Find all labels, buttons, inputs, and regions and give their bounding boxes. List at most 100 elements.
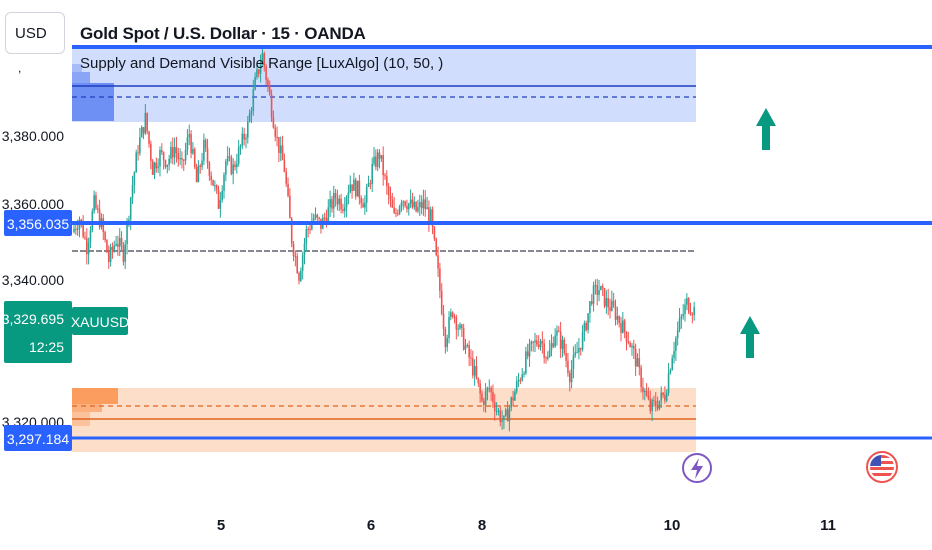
candle-body	[450, 312, 452, 318]
candle-body	[627, 341, 630, 343]
candle-body	[493, 402, 496, 411]
supply-zone	[72, 48, 696, 122]
x-tick-label: 6	[367, 517, 375, 534]
price-label-3297	[4, 425, 72, 451]
candle-body	[667, 373, 670, 393]
candle-body	[278, 137, 280, 154]
supply-volume-profile	[72, 64, 114, 121]
candle-body	[686, 298, 688, 305]
candle-body	[307, 229, 309, 231]
candle-body	[340, 198, 342, 210]
candle-body	[331, 199, 333, 209]
candle-body	[521, 374, 524, 381]
candle-body	[265, 66, 267, 80]
candle-body	[164, 160, 167, 167]
currency-button[interactable]: USD	[5, 12, 65, 54]
candle-body	[576, 352, 578, 354]
candle-body	[225, 161, 227, 175]
candle-body	[607, 298, 609, 308]
candle-body	[479, 383, 481, 394]
candle-body	[382, 155, 384, 176]
candle-body	[640, 367, 642, 388]
candle-body	[658, 400, 661, 409]
candle-body	[579, 347, 582, 350]
candle-body	[226, 156, 229, 162]
candle-body	[684, 304, 686, 315]
candle-body	[343, 207, 346, 212]
candle-body	[82, 222, 84, 237]
candle-body	[481, 393, 483, 401]
candle-body	[199, 165, 202, 167]
candle-body	[87, 242, 90, 255]
candle-body	[660, 392, 663, 401]
candle-body	[508, 407, 511, 422]
candle-body	[173, 147, 176, 158]
candle-body	[462, 328, 465, 350]
candle-body	[406, 205, 408, 210]
candle-body	[488, 387, 491, 389]
candle-body	[625, 331, 628, 342]
candle-body	[534, 340, 536, 343]
candle-body	[556, 330, 558, 336]
candle-body	[268, 85, 271, 95]
candle-body	[175, 147, 178, 154]
candle-body	[389, 195, 392, 200]
us-flag-event-icon[interactable]	[866, 451, 898, 483]
candle-body	[171, 147, 174, 158]
demand-zone	[72, 388, 696, 452]
candle-body	[391, 199, 394, 208]
x-tick-label: 10	[664, 517, 681, 534]
candle-body	[283, 160, 286, 172]
candle-body	[446, 337, 448, 348]
candle-body	[104, 232, 106, 241]
candle-body	[541, 340, 544, 344]
candle-body	[687, 298, 690, 313]
candle-body	[651, 400, 653, 412]
candle-body	[519, 380, 522, 382]
candle-body	[611, 300, 613, 311]
candle-body	[545, 357, 547, 359]
candle-body	[197, 165, 200, 183]
candle-body	[459, 324, 461, 329]
candle-body	[144, 112, 147, 134]
candle-body	[122, 245, 125, 262]
candle-body	[398, 206, 401, 214]
candle-body	[109, 247, 112, 262]
lightning-event-icon[interactable]	[682, 453, 712, 483]
candle-body	[623, 320, 626, 332]
candle-body	[296, 256, 298, 274]
candle-body	[680, 316, 683, 319]
candle-body	[420, 202, 423, 209]
indicator-label[interactable]: Supply and Demand Visible Range [LuxAlgo…	[80, 55, 444, 72]
x-tick-label: 8	[478, 517, 486, 534]
candle-body	[217, 189, 220, 209]
candle-body	[594, 285, 597, 287]
candle-body	[424, 199, 427, 210]
candle-body	[444, 328, 447, 348]
candle-body	[301, 254, 304, 271]
candle-body	[495, 410, 498, 412]
candle-body	[98, 209, 101, 228]
candle-body	[431, 209, 434, 228]
symbol-tag	[72, 307, 128, 335]
candle-body	[475, 366, 478, 378]
candle-body	[347, 192, 350, 198]
candle-body	[512, 397, 514, 401]
candle-body	[212, 179, 214, 186]
candle-body	[629, 342, 631, 348]
candle-body	[422, 199, 425, 209]
candle-body	[300, 270, 302, 281]
candle-body	[506, 409, 509, 422]
candle-body	[314, 214, 317, 219]
candle-body	[135, 152, 137, 173]
candle-body	[647, 395, 650, 399]
candle-body	[426, 207, 428, 210]
candle-body	[93, 195, 95, 212]
candle-body	[596, 285, 599, 295]
candle-body	[656, 406, 659, 409]
candle-body	[503, 415, 505, 421]
candle-body	[208, 162, 211, 176]
candle-body	[86, 238, 88, 255]
candle-body	[312, 218, 315, 223]
